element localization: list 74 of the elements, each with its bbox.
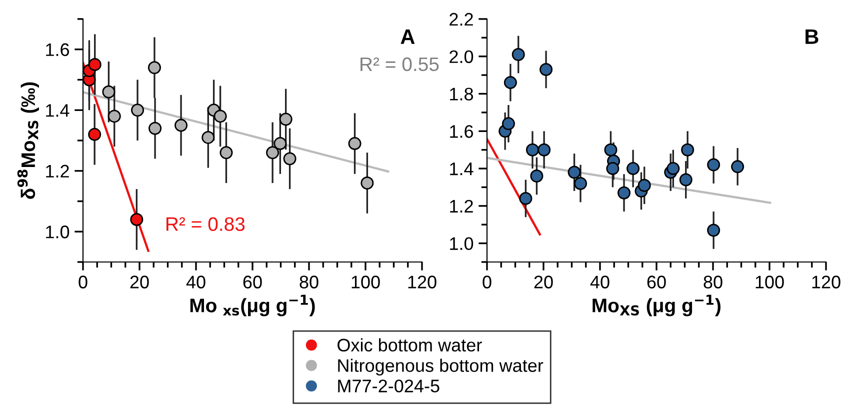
point <box>88 128 102 141</box>
y-tick-label: 2.2 <box>450 12 473 26</box>
y-tick-label: 1.8 <box>450 88 474 100</box>
point <box>348 137 362 150</box>
point <box>626 162 640 176</box>
y-axis-title: δ$^{98}$Mo$_{XS}$ (‰) <box>17 82 39 199</box>
legend-label: Oxic bottom water <box>338 338 482 352</box>
point <box>502 117 515 130</box>
point <box>504 76 517 90</box>
x-tick-label: 0 <box>482 276 492 288</box>
point <box>360 176 374 190</box>
annotation: R² = 0.55 <box>360 57 439 72</box>
point <box>681 143 694 156</box>
x-tick-label: 100 <box>352 276 380 288</box>
x-axis-title: Mo$_{XS}$ (μg g$^{−1}$) <box>592 294 720 316</box>
x-tick-label: 60 <box>647 276 666 288</box>
x-axis-title: Mo $_{xs}$(μg g$^{−1}$) <box>190 294 315 316</box>
point <box>283 152 296 166</box>
point <box>174 118 188 132</box>
point <box>707 224 720 237</box>
point <box>102 85 116 98</box>
y-tick-label: 1.0 <box>46 226 70 238</box>
x-tick-label: 40 <box>186 276 206 288</box>
point <box>574 176 588 190</box>
point <box>679 173 692 186</box>
point <box>148 61 161 74</box>
x-tick-label: 100 <box>756 276 784 288</box>
annotation: R² = 0.83 <box>166 217 245 231</box>
point <box>568 166 581 179</box>
y-tick-label: 2.0 <box>450 50 474 64</box>
point <box>666 162 680 176</box>
y-tick-label: 1.6 <box>450 125 474 138</box>
point <box>148 122 162 135</box>
y-tick-label: 1.2 <box>450 200 473 212</box>
x-tick-label: 120 <box>408 276 436 288</box>
point <box>707 158 720 172</box>
point <box>266 146 280 160</box>
chart-title: A <box>400 29 415 44</box>
point <box>220 146 233 160</box>
point <box>214 110 227 123</box>
point <box>274 137 287 150</box>
x-tick-label: 60 <box>243 276 262 288</box>
point <box>606 162 620 176</box>
point <box>604 143 618 156</box>
point <box>202 130 215 144</box>
point <box>638 178 651 192</box>
point <box>131 104 144 117</box>
point <box>618 186 631 200</box>
point <box>540 62 553 76</box>
point <box>519 192 532 205</box>
y-tick-label: 1.4 <box>46 104 70 117</box>
point <box>731 160 744 174</box>
x-tick-label: 120 <box>812 276 840 288</box>
x-tick-label: 0 <box>78 276 88 288</box>
x-tick-label: 20 <box>130 276 149 288</box>
point <box>88 58 102 72</box>
x-tick-label: 80 <box>704 276 722 288</box>
point <box>108 110 121 123</box>
legend-label: Nitrogenous bottom water <box>338 358 544 376</box>
point <box>512 48 525 62</box>
x-tick-label: 80 <box>300 276 318 288</box>
y-tick-label: 1.4 <box>450 162 474 176</box>
y-tick-label: 1.6 <box>46 43 70 56</box>
point <box>526 143 539 156</box>
point <box>279 112 292 126</box>
y-tick-label: 1.2 <box>46 164 69 178</box>
y-tick-label: 1.0 <box>450 237 474 250</box>
legend-label: M77-2-024-5 <box>338 380 440 392</box>
x-tick-label: 20 <box>534 276 553 288</box>
chart-title: B <box>806 29 818 44</box>
point <box>538 143 551 156</box>
point <box>530 170 544 183</box>
point <box>130 212 144 226</box>
x-tick-label: 40 <box>590 276 610 288</box>
